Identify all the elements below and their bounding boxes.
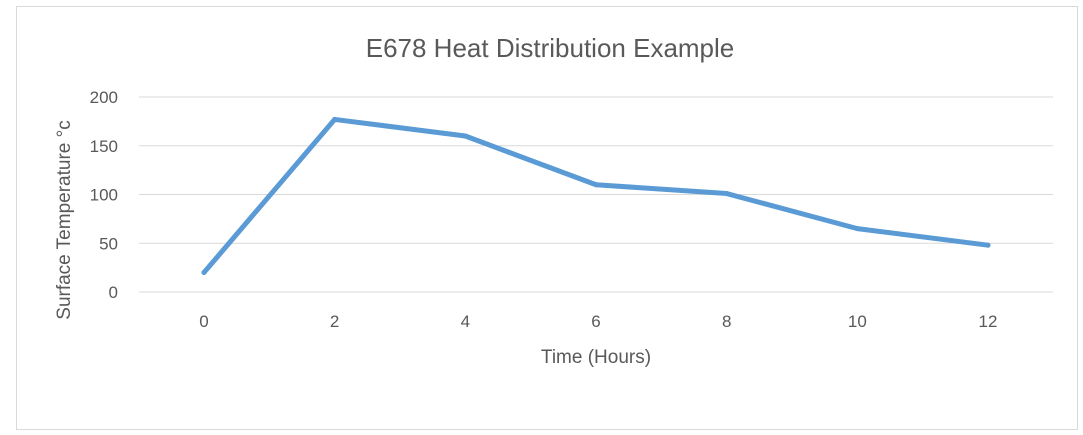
series-layer (201, 116, 991, 275)
chart-frame (16, 6, 1078, 430)
y-tick-label: 200 (90, 88, 118, 107)
x-tick-label: 4 (461, 312, 470, 331)
data-point (462, 133, 468, 139)
x-tick-labels: 0 2 4 6 8 10 12 (199, 312, 997, 331)
chart-title: E678 Heat Distribution Example (366, 33, 735, 63)
gridlines (139, 96, 1053, 293)
data-point (854, 226, 860, 232)
x-tick-label: 12 (979, 312, 998, 331)
x-tick-label: 10 (848, 312, 867, 331)
data-point (201, 270, 207, 275)
y-axis-title: Surface Temperature °c (54, 120, 75, 319)
y-tick-label: 50 (99, 234, 118, 253)
data-point (724, 191, 730, 197)
y-tick-labels: 0 50 100 150 200 (90, 88, 118, 302)
data-point (985, 242, 991, 248)
y-tick-label: 0 (109, 283, 118, 302)
x-axis-title: Time (Hours) (541, 347, 651, 368)
y-tick-label: 150 (90, 137, 118, 156)
series-line-0 (201, 116, 991, 275)
data-point (593, 182, 599, 188)
data-point (332, 116, 338, 122)
x-tick-label: 8 (722, 312, 731, 331)
y-tick-label: 100 (90, 186, 118, 205)
x-tick-label: 2 (330, 312, 339, 331)
x-tick-label: 0 (199, 312, 208, 331)
x-tick-label: 6 (591, 312, 600, 331)
